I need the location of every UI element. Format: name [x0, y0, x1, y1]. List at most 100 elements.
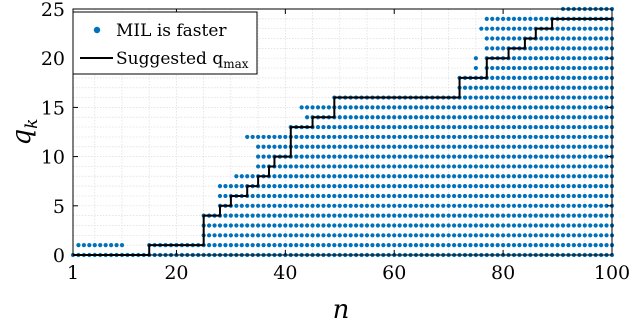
data-point [490, 184, 495, 189]
data-point [332, 164, 337, 169]
data-point [495, 75, 500, 80]
data-point [419, 105, 424, 110]
data-point [337, 154, 342, 159]
data-point [403, 115, 408, 120]
data-point [413, 164, 419, 169]
data-point [517, 75, 522, 80]
data-point [571, 85, 576, 90]
data-point [321, 243, 326, 248]
data-point [452, 223, 457, 228]
data-point [528, 164, 533, 169]
data-point [582, 26, 587, 31]
data-point [452, 105, 457, 110]
data-point [370, 203, 375, 208]
data-point [305, 223, 310, 228]
data-point [294, 213, 299, 218]
data-point [272, 144, 277, 149]
data-point [501, 85, 506, 90]
data-point [593, 46, 598, 51]
data-point [522, 16, 527, 21]
data-point [550, 36, 555, 41]
data-point [277, 233, 282, 238]
data-point [560, 164, 566, 169]
data-point [457, 233, 462, 238]
data-point [577, 65, 582, 71]
data-point [348, 164, 353, 169]
data-point [484, 193, 489, 199]
data-point [577, 193, 582, 199]
data-point [332, 144, 337, 149]
data-point [408, 243, 413, 248]
data-point [294, 203, 299, 208]
data-point [604, 174, 609, 179]
data-point [354, 243, 359, 248]
data-point [370, 124, 375, 130]
data-point [321, 174, 326, 179]
scatter-points [70, 6, 615, 258]
data-point [582, 193, 587, 199]
data-point [495, 16, 500, 21]
data-point [457, 124, 462, 130]
data-point [604, 144, 609, 149]
data-point [250, 193, 255, 199]
data-point [310, 164, 315, 169]
data-point [283, 174, 288, 179]
data-point [354, 174, 359, 179]
data-point [332, 223, 337, 228]
data-point [419, 243, 424, 248]
data-point [533, 46, 538, 51]
data-point [381, 164, 386, 169]
data-point [446, 105, 451, 110]
data-point [550, 85, 555, 90]
data-point [457, 164, 462, 169]
data-point [566, 46, 571, 51]
data-point [245, 134, 250, 140]
data-point [501, 203, 506, 208]
data-point [522, 184, 527, 189]
data-point [315, 193, 321, 199]
data-point [517, 85, 522, 90]
data-point [370, 164, 375, 169]
data-point [343, 203, 348, 208]
data-point [560, 95, 566, 100]
data-point [533, 144, 538, 149]
data-point [544, 154, 549, 159]
data-point [348, 233, 353, 238]
data-point [566, 75, 571, 80]
data-point [359, 124, 364, 130]
data-point [522, 243, 527, 248]
data-point [490, 46, 495, 51]
data-point [560, 36, 566, 41]
data-point [386, 115, 391, 120]
data-point [343, 174, 348, 179]
data-point [604, 85, 609, 90]
data-point [484, 36, 489, 41]
data-point [582, 75, 587, 80]
data-point [283, 134, 288, 140]
data-point [386, 105, 391, 110]
data-point [560, 105, 566, 110]
data-point [577, 56, 582, 61]
data-point [462, 203, 468, 208]
data-point [343, 154, 348, 159]
data-point [337, 203, 342, 208]
data-point [550, 193, 555, 199]
data-point [424, 144, 429, 149]
data-point [435, 184, 440, 189]
data-point [528, 223, 533, 228]
data-point [533, 16, 538, 21]
data-point [479, 184, 484, 189]
data-point [560, 223, 566, 228]
data-point [386, 213, 391, 218]
data-point [392, 184, 397, 189]
data-point [511, 164, 517, 169]
data-point [239, 203, 244, 208]
data-point [517, 243, 522, 248]
data-point [435, 144, 440, 149]
data-point [560, 144, 566, 149]
data-point [468, 233, 473, 238]
data-point [413, 223, 419, 228]
data-point [511, 203, 517, 208]
data-point [375, 213, 380, 218]
data-point [277, 203, 282, 208]
